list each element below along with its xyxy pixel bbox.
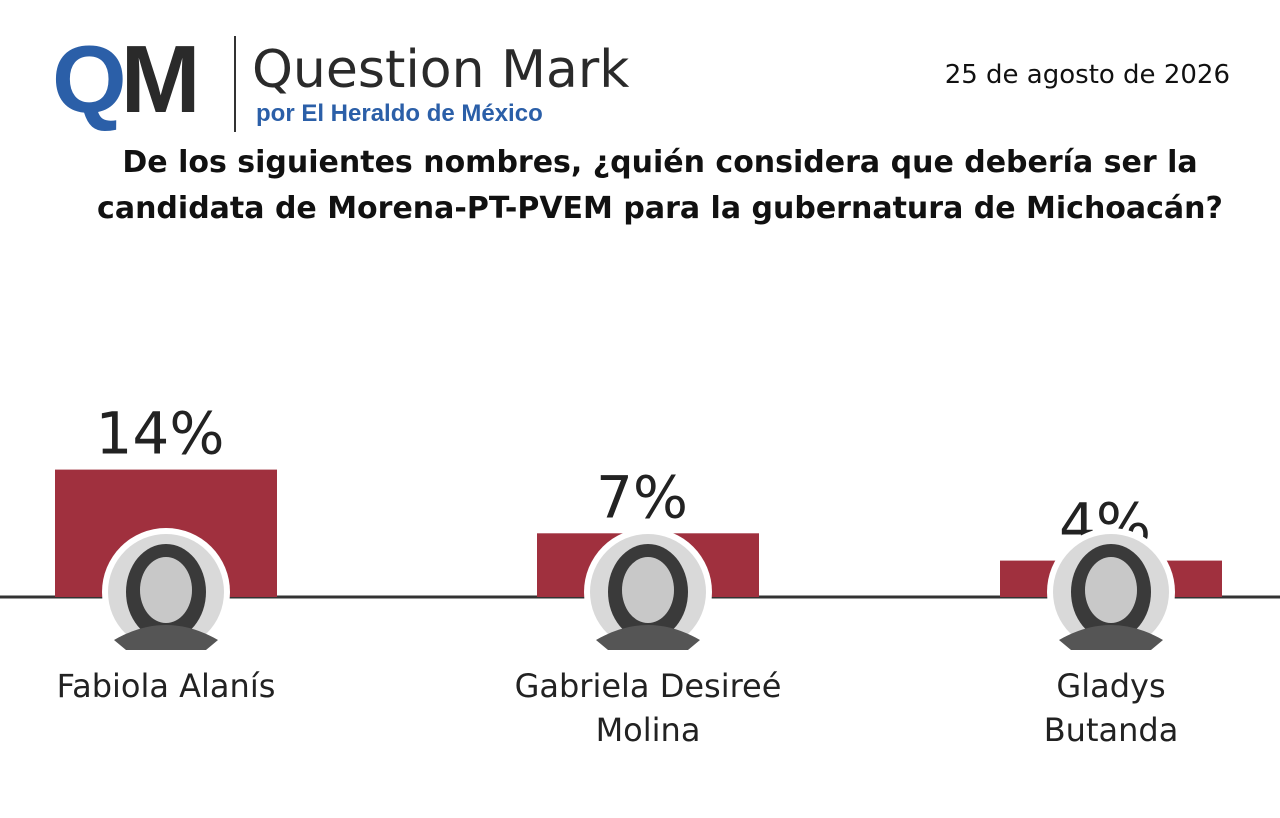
photo-shoulders xyxy=(1059,625,1163,650)
category-label: Gabriela Desireé Molina xyxy=(514,667,782,749)
value-label: 7% xyxy=(596,463,688,531)
category-label: Gladys Butanda xyxy=(1043,667,1179,749)
photo-shoulders xyxy=(114,625,218,650)
chart-title: De los siguientes nombres, ¿quién consid… xyxy=(97,145,1223,226)
date: 25 de agosto de 2026 xyxy=(944,60,1230,90)
brand-subtitle: por El Heraldo de México xyxy=(256,100,543,127)
photo-shoulders xyxy=(596,625,700,650)
photo-face xyxy=(140,557,192,623)
logo-separator xyxy=(234,36,236,132)
photo-face xyxy=(622,557,674,623)
photo-face xyxy=(1085,557,1137,623)
logo: QM xyxy=(52,26,201,133)
category-label: Fabiola Alanís xyxy=(56,667,276,705)
brand: Question Mark xyxy=(252,40,630,100)
value-label: 14% xyxy=(96,400,225,468)
